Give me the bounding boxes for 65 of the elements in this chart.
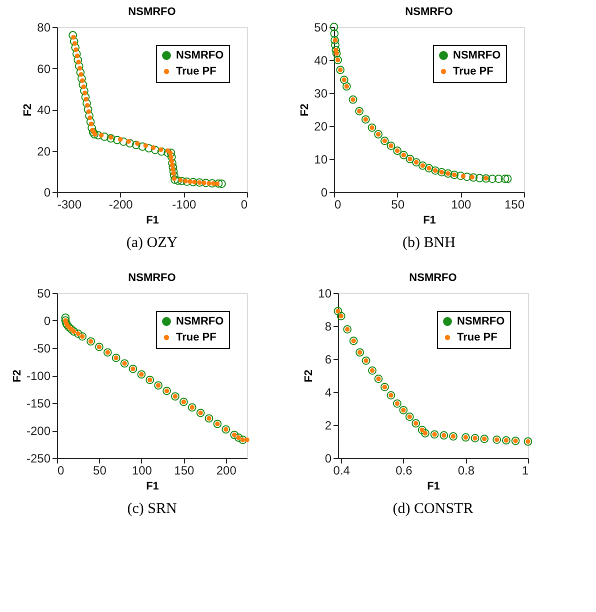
y-tick-label: 50 (37, 286, 51, 300)
legend-label: True PF (176, 66, 217, 78)
y-tick-label: -50 (33, 342, 51, 356)
y-tick-label: 4 (324, 386, 332, 400)
y-tick-label: 20 (37, 144, 51, 158)
y-tick-label: 50 (314, 20, 328, 34)
y-tick-label: 0 (44, 186, 51, 200)
y-axis-title: F2 (22, 104, 34, 116)
y-tick-label: 10 (314, 152, 328, 166)
x-tick-label: -200 (108, 198, 134, 212)
y-tick-label: -200 (26, 424, 51, 438)
legend-label: NSMRFO (453, 50, 502, 62)
x-tick-label: 0 (58, 464, 64, 478)
x-tick-label: 150 (174, 464, 194, 478)
x-tick-label: 0.6 (396, 464, 413, 478)
y-tick-label: 0 (320, 186, 328, 200)
legend-label: True PF (176, 332, 217, 344)
x-tick-label: -300 (58, 198, 82, 212)
legend-label: True PF (457, 332, 498, 344)
y-tick-label: -250 (26, 452, 51, 466)
x-tick-label: 0 (240, 198, 248, 212)
x-tick-label: 50 (93, 464, 107, 478)
x-axis-title: F1 (146, 480, 159, 492)
x-axis-title: F1 (423, 214, 436, 226)
x-tick-label: -100 (172, 198, 196, 212)
y-axis-title: F2 (11, 370, 24, 382)
x-tick-label: 200 (216, 464, 237, 478)
x-tick-label: 100 (451, 198, 472, 212)
x-tick-label: 1 (522, 464, 529, 478)
y-tick-label: -150 (26, 396, 51, 410)
x-tick-label: 150 (504, 198, 525, 212)
x-axis-title: F1 (146, 214, 159, 226)
legend-label: True PF (453, 66, 494, 78)
x-tick-label: 50 (391, 198, 405, 212)
text: (d) CONSTR (392, 501, 474, 517)
x-tick-label: 100 (132, 464, 152, 478)
y-tick-label: -100 (26, 369, 51, 383)
x-tick-label: 0.8 (458, 464, 475, 478)
chart-title: NSMRFO (405, 6, 454, 18)
text: (a) OZY (126, 235, 178, 251)
y-tick-label: 80 (37, 20, 51, 34)
x-axis-title: F1 (427, 480, 440, 492)
y-tick-label: 40 (37, 103, 51, 117)
y-tick-label: 8 (324, 320, 332, 334)
chart-title: NSMRFO (128, 272, 176, 284)
legend-label: NSMRFO (176, 50, 224, 62)
y-tick-label: 20 (314, 120, 328, 134)
x-tick-label: 0.4 (333, 464, 350, 478)
chart-title: NSMRFO (128, 6, 176, 18)
x-tick-label: 0 (334, 198, 342, 212)
y-tick-label: 40 (314, 54, 328, 68)
y-axis-title: F2 (299, 104, 312, 116)
y-tick-label: 2 (324, 418, 332, 432)
text: (c) SRN (127, 501, 177, 517)
chart-title: NSMRFO (409, 272, 458, 284)
y-tick-label: 30 (314, 86, 328, 100)
y-tick-label: 60 (37, 62, 51, 76)
legend-label: NSMRFO (457, 316, 506, 328)
y-tick-label: 6 (324, 352, 332, 366)
y-tick-label: 0 (324, 452, 332, 466)
y-tick-label: 10 (318, 286, 332, 300)
legend-label: NSMRFO (176, 316, 224, 328)
y-tick-label: 0 (44, 314, 51, 328)
text: (b) BNH (402, 235, 456, 251)
y-axis-title: F2 (303, 370, 316, 382)
